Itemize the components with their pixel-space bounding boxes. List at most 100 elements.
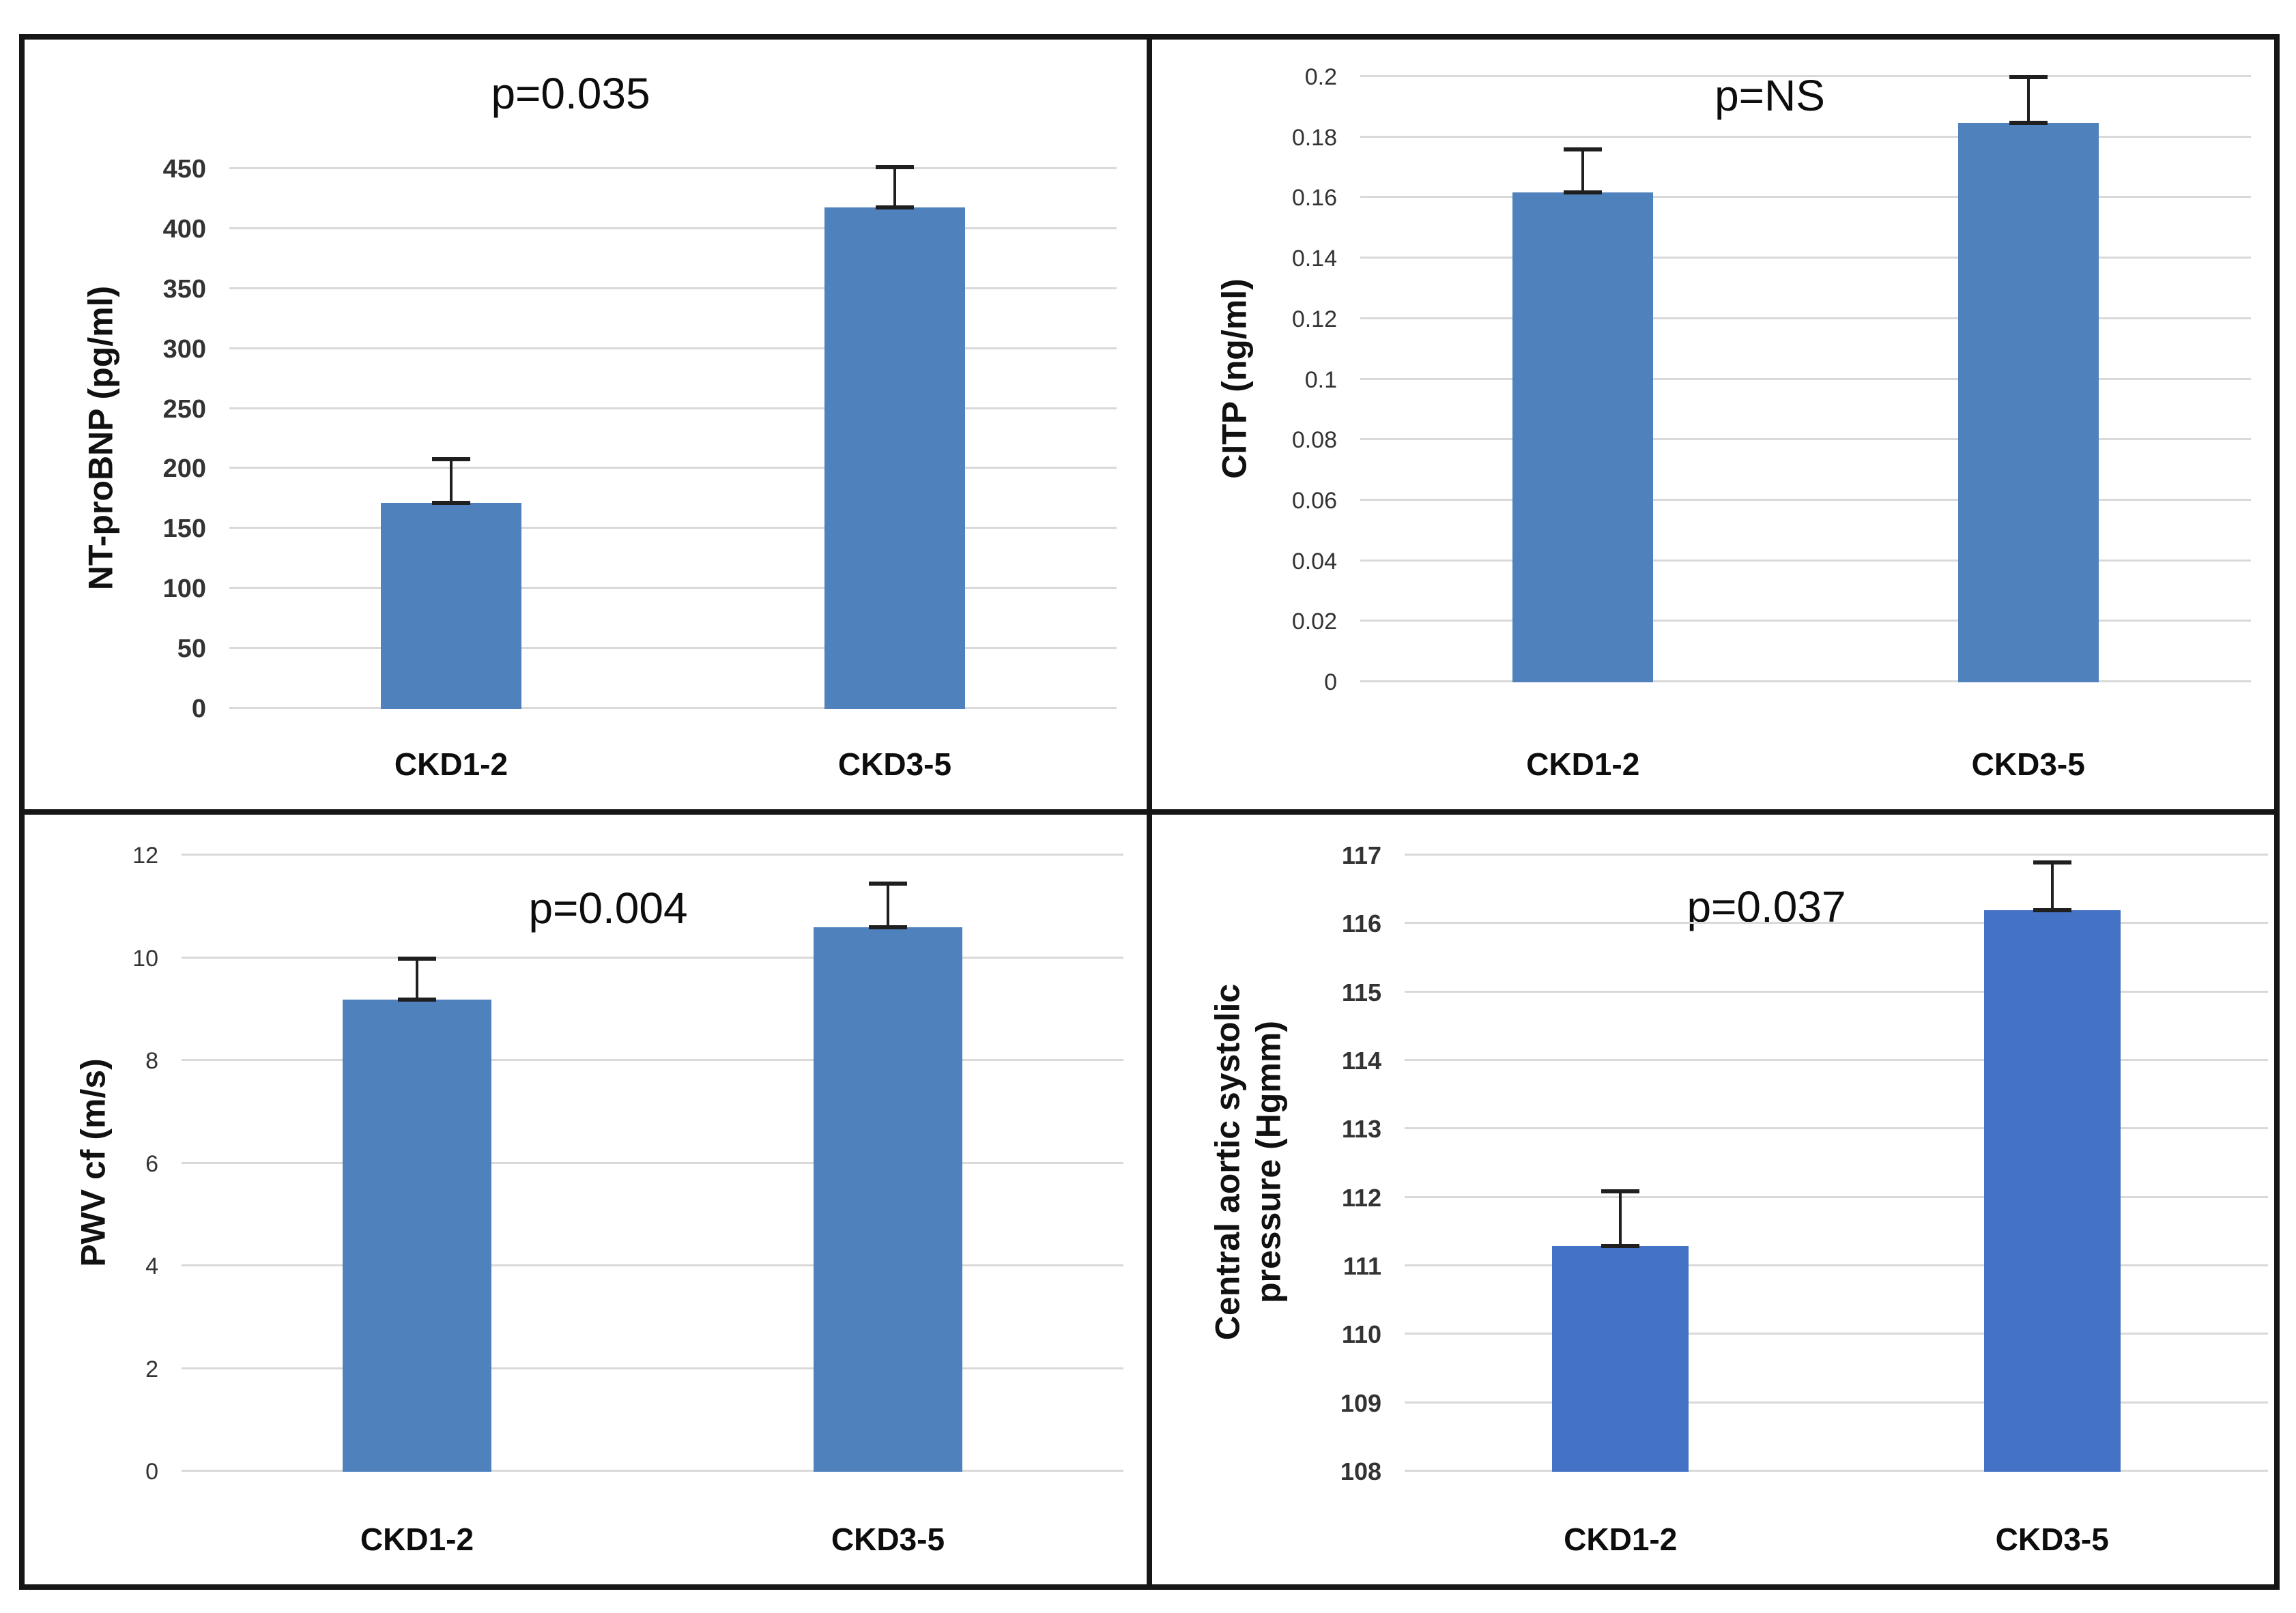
panel-pwv: p=0.004 PWV cf (m/s) 0 2 4 6 8 10 12 CKD1-2 CKD… xyxy=(25,815,1147,1584)
panel-citp: p=NS CITP (ng/ml) 0 0.02 0.04 0.06 0.08 0.1 0.… xyxy=(1152,40,2274,809)
y-tick-label: 450 xyxy=(162,155,206,184)
y-tick-label: 0.1 xyxy=(1304,366,1337,393)
y-tick-label: 0.12 xyxy=(1291,306,1337,332)
y-tick-label: 50 xyxy=(177,635,206,664)
x-category-labels: CKD1-2 CKD3-5 xyxy=(1405,1521,2268,1562)
y-tick-label: 0.18 xyxy=(1291,124,1337,151)
error-bar-cap-bottom xyxy=(432,500,470,505)
gridline xyxy=(229,347,1117,349)
y-tick-label: 112 xyxy=(1341,1183,1381,1212)
error-bar-cap-bottom xyxy=(398,997,436,1002)
y-tick-label: 4 xyxy=(145,1253,158,1280)
gridline xyxy=(1360,257,2251,259)
category-label: CKD1-2 xyxy=(1526,746,1640,782)
category-label: CKD1-2 xyxy=(1564,1522,1678,1557)
plot-area xyxy=(1405,854,2268,1472)
y-tick-label: 6 xyxy=(145,1150,158,1177)
y-tick-label: 0.2 xyxy=(1304,64,1337,90)
y-tick-label: 109 xyxy=(1340,1389,1381,1417)
error-bar-cap-top xyxy=(432,457,470,462)
gridline xyxy=(182,1367,1123,1369)
bar xyxy=(1552,1245,1689,1472)
gridline xyxy=(1360,75,2251,77)
category-label: CKD3-5 xyxy=(837,746,952,782)
y-tick-label: 113 xyxy=(1341,1115,1381,1144)
y-tick-label: 2 xyxy=(145,1356,158,1382)
gridline xyxy=(229,707,1117,709)
plot-area xyxy=(229,164,1117,709)
error-bar-cap-top xyxy=(1601,1189,1640,1193)
gridline xyxy=(1405,1264,2268,1267)
y-tick-label: 350 xyxy=(162,274,206,304)
y-tick-label: 114 xyxy=(1341,1047,1381,1075)
error-bar-cap-bottom xyxy=(1601,1243,1640,1248)
error-bar-stem xyxy=(2050,862,2054,911)
y-tick-label: 115 xyxy=(1341,978,1381,1006)
gridline xyxy=(229,647,1117,650)
y-axis-tick-labels: 0 50 100 150 200 250 300 350 400 450 xyxy=(25,156,217,722)
gridline xyxy=(1405,990,2268,993)
gridline xyxy=(1360,498,2251,501)
category-label: CKD3-5 xyxy=(831,1522,945,1557)
gridline xyxy=(1405,854,2268,856)
error-bar-cap-top xyxy=(2009,75,2048,79)
y-tick-label: 0 xyxy=(191,695,206,723)
gridline xyxy=(1360,196,2251,199)
y-tick-label: 100 xyxy=(162,575,206,604)
x-category-labels: CKD1-2 CKD3-5 xyxy=(1360,746,2251,787)
gridline xyxy=(1360,438,2251,441)
plot-area xyxy=(1360,75,2251,682)
error-bar-cap-top xyxy=(869,882,907,886)
gridline xyxy=(1360,620,2251,622)
gridline xyxy=(1360,135,2251,138)
y-tick-label: 108 xyxy=(1340,1457,1381,1485)
y-tick-label: 0.04 xyxy=(1291,548,1337,575)
y-tick-label: 0.02 xyxy=(1291,609,1337,635)
bar xyxy=(1983,910,2121,1472)
bar xyxy=(381,502,521,709)
y-tick-label: 300 xyxy=(162,334,206,364)
gridline xyxy=(1405,1195,2268,1198)
y-tick-label: 250 xyxy=(162,394,206,424)
gridline xyxy=(1405,1401,2268,1404)
y-tick-label: 400 xyxy=(162,214,206,244)
y-tick-label: 0 xyxy=(145,1459,158,1485)
error-bar-cap-top xyxy=(2033,860,2071,865)
category-label: CKD3-5 xyxy=(1995,1522,2109,1557)
gridline xyxy=(229,407,1117,409)
gridline xyxy=(1405,1470,2268,1472)
gridline xyxy=(229,167,1117,169)
error-bar-stem xyxy=(450,459,453,503)
panel-nt-probnp: p=0.035 NT-proBNP (pg/ml) 0 50 100 150 200 25… xyxy=(25,40,1147,809)
y-tick-label: 8 xyxy=(145,1048,158,1075)
p-value-label: p=0.035 xyxy=(491,69,650,118)
error-bar-cap-bottom xyxy=(2033,908,2071,913)
error-bar-cap-bottom xyxy=(2009,120,2048,125)
y-tick-label: 10 xyxy=(132,945,158,972)
gridline xyxy=(182,1161,1123,1164)
error-bar-stem xyxy=(1619,1191,1622,1246)
gridline xyxy=(182,1059,1123,1062)
y-tick-label: 0.14 xyxy=(1291,246,1337,272)
panel-central-aortic-pressure: p=0.037 Central aortic systolic pressure … xyxy=(1152,815,2274,1584)
bar xyxy=(342,999,491,1472)
gridline xyxy=(1360,377,2251,380)
y-tick-label: 116 xyxy=(1341,910,1381,938)
y-tick-label: 0 xyxy=(1324,669,1337,695)
gridline xyxy=(229,287,1117,289)
p-value-label: p=NS xyxy=(1714,71,1825,120)
gridline xyxy=(1405,1059,2268,1062)
figure-2x2-grid: p=0.035 NT-proBNP (pg/ml) 0 50 100 150 200 25… xyxy=(19,34,2280,1590)
y-tick-label: 111 xyxy=(1343,1252,1381,1281)
bar xyxy=(813,927,962,1472)
gridline xyxy=(1405,1127,2268,1130)
error-bar-stem xyxy=(416,958,418,1000)
gridline xyxy=(182,1470,1123,1472)
bar xyxy=(1512,192,1654,682)
x-category-labels: CKD1-2 CKD3-5 xyxy=(182,1521,1123,1562)
gridline xyxy=(229,467,1117,469)
gridline xyxy=(1360,317,2251,319)
y-axis-tick-labels: 108 109 110 111 112 113 114 115 116 117 xyxy=(1152,843,1392,1484)
y-tick-label: 0.08 xyxy=(1291,427,1337,454)
error-bar-stem xyxy=(887,884,889,928)
